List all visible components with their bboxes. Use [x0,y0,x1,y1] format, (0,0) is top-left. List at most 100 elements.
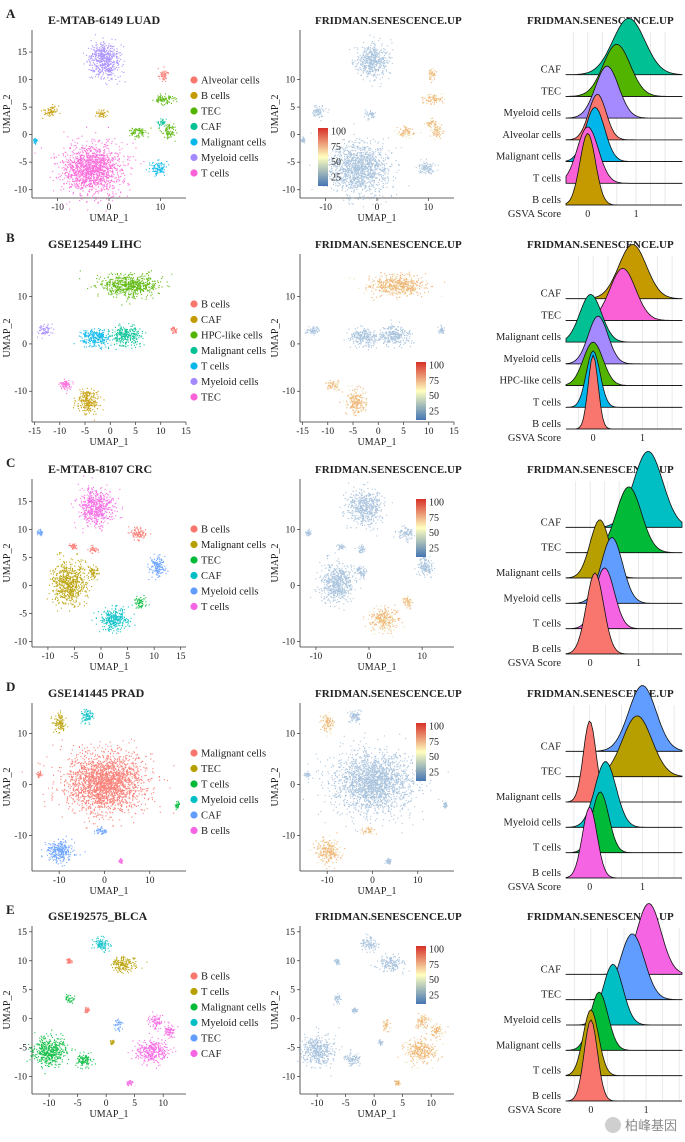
colorbar [416,362,426,420]
legend-dot [190,811,198,819]
score-x-tick-label: 10 [417,652,427,662]
cluster-tec [129,127,152,140]
umap-x-tick-label: 5 [125,652,130,662]
score-cluster [333,993,342,1006]
umap-y-tick-label: 15 [18,497,28,507]
umap-y-tick-label: -10 [14,831,27,841]
cluster-points [91,604,136,634]
cluster-b-cells [95,109,109,118]
legend-dot [190,393,198,401]
legend-label: B cells [201,525,230,536]
score-x-label: UMAP_1 [358,886,397,897]
umap-x-label: UMAP_1 [90,213,129,224]
score-points-low [373,319,415,349]
ridge-b-cells: B cells [532,132,682,206]
ridge-label: B cells [532,195,561,206]
score-cluster [394,1080,401,1086]
cluster-b-cells [118,858,124,864]
score-y-tick-label: -10 [282,637,295,647]
score-cluster [304,326,320,336]
umap-x-tick-label: 10 [156,203,166,213]
cluster-points [146,1011,166,1032]
ridge-label: Malignant cells [496,792,561,803]
score-cluster [415,1013,433,1029]
umap-x-tick-label: 5 [132,1099,137,1109]
colorbar [416,946,426,1004]
umap-y-tick-label: 10 [18,293,28,303]
score-x-tick-label: 10 [424,203,434,213]
cluster-alveolar-cells [157,66,169,82]
cluster-points [58,378,74,394]
score-points-low [343,325,383,351]
score-y-tick-label: 10 [286,730,296,740]
score-points-low [422,93,445,105]
cluster-points [170,326,178,334]
ridge-label: CAF [541,964,562,975]
score-points-high [319,715,335,732]
legend-dot [190,300,198,308]
umap-x-label: UMAP_1 [90,662,129,673]
score-y-tick-label: -10 [282,186,295,196]
cluster-caf [73,387,105,421]
cluster-caf [127,1032,177,1069]
score-cluster [356,565,368,580]
cluster-myeloid-cells [91,935,113,953]
score-points-low [309,123,410,214]
ridge-label: Myeloid cells [504,108,561,119]
score-points-low [393,525,418,544]
umap-x-tick-label: 0 [102,876,107,886]
score-cluster [309,832,346,870]
ridge-label: Myeloid cells [504,354,561,365]
score-x-tick-label: -10 [310,652,323,662]
dataset-title: E-MTAB-8107 CRC [48,462,152,476]
legend-label: TEC [201,556,221,567]
cluster-points [33,137,38,145]
score-cluster [304,528,312,537]
cluster-caf [91,604,136,634]
panel-letter: E [6,902,15,917]
umap-x-tick-label: -10 [53,427,66,437]
colorbar [416,723,426,781]
score-x-tick-label: 15 [449,427,459,437]
score-points-low [363,109,376,121]
score-cluster [397,1033,444,1069]
ridge-label: CAF [541,517,562,528]
wechat-logo-icon [604,1116,621,1133]
umap-x-tick-label: 15 [176,652,186,662]
panel-c: C E-MTAB-8107 CRC FRIDMAN.SENESCENCE.UP FRI… [2,451,683,673]
ridge-x-tick-label: 1 [640,882,645,893]
score-points-low [356,565,368,580]
cluster-t-cells [73,327,118,350]
legend-dot [190,780,198,788]
ridge-x-tick-label: 0 [588,658,593,669]
score-y-tick-label: 0 [290,581,295,591]
cluster-hpc-like-cells [79,270,173,306]
ridge-malignant-cells: Malignant cells [496,720,682,803]
panel-letter: D [6,679,15,694]
score-points-low [335,543,346,551]
cluster-points [36,528,44,537]
ridge-b-cells: B cells [532,572,682,655]
umap-x-tick-label: -5 [71,652,79,662]
ridge-label: T cells [533,173,561,184]
ridge-b-cells: B cells [532,1019,682,1102]
legend-label: T cells [201,169,229,180]
cluster-points [145,159,170,177]
score-cluster [437,324,445,334]
colorbar-tick-label: 100 [429,361,444,372]
dataset-title: E-MTAB-6149 LUAD [48,13,160,27]
umap-x-tick-label: 15 [181,427,191,437]
watermark: 柏峰基因 [604,1115,677,1134]
legend-dot [190,346,198,355]
ridge-label: B cells [532,419,561,430]
panel-b: B GSE125449 LIHC FRIDMAN.SENESCENCE.UP FRID… [2,230,683,448]
score-cluster [339,385,368,417]
ridge-b-cells: B cells [532,354,682,430]
score-x-tick-label: -5 [349,427,357,437]
umap-x-tick-label: 0 [108,427,113,437]
umap-y-tick-label: 0 [22,780,27,790]
score-cluster [347,709,362,725]
score-cluster [382,1019,391,1033]
score-y-tick-label: 10 [286,76,296,86]
ridge-label: Alveolar cells [502,130,561,141]
